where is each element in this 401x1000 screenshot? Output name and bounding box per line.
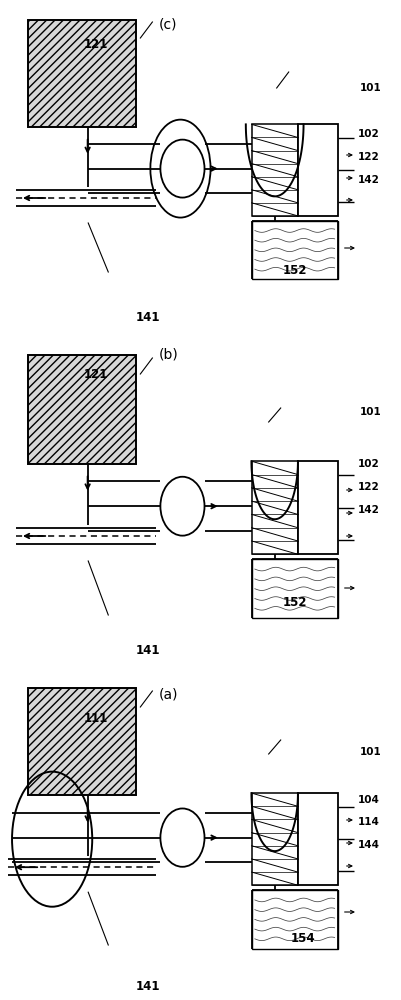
Text: 102: 102 bbox=[358, 129, 380, 139]
Text: 102: 102 bbox=[358, 459, 380, 469]
Text: 152: 152 bbox=[283, 263, 307, 276]
Bar bbox=[252, 793, 298, 885]
Text: 141: 141 bbox=[136, 644, 161, 656]
Text: 121: 121 bbox=[84, 38, 108, 51]
Text: 141: 141 bbox=[136, 980, 161, 992]
Bar bbox=[252, 559, 338, 618]
Text: 122: 122 bbox=[358, 152, 380, 162]
Text: 114: 114 bbox=[358, 817, 380, 827]
Text: 101: 101 bbox=[360, 83, 382, 93]
Bar bbox=[298, 793, 338, 885]
Text: 121: 121 bbox=[84, 368, 108, 381]
Bar bbox=[252, 461, 298, 554]
Bar bbox=[28, 688, 136, 795]
Bar bbox=[28, 20, 136, 127]
Text: 144: 144 bbox=[358, 840, 380, 850]
Text: 141: 141 bbox=[136, 311, 161, 324]
Text: 101: 101 bbox=[360, 747, 382, 757]
Text: 142: 142 bbox=[358, 505, 380, 515]
Text: 104: 104 bbox=[358, 795, 380, 805]
Text: 142: 142 bbox=[358, 175, 380, 185]
Text: 122: 122 bbox=[358, 482, 380, 492]
Bar bbox=[252, 124, 298, 216]
Text: 101: 101 bbox=[360, 407, 382, 417]
Bar bbox=[298, 124, 338, 216]
Text: (a): (a) bbox=[159, 688, 178, 702]
Text: 111: 111 bbox=[84, 712, 108, 724]
Bar bbox=[252, 221, 338, 279]
Text: (c): (c) bbox=[159, 18, 178, 32]
Bar bbox=[252, 890, 338, 949]
Bar bbox=[298, 461, 338, 554]
Bar bbox=[28, 355, 136, 464]
Text: 154: 154 bbox=[291, 932, 315, 944]
Text: (b): (b) bbox=[158, 348, 178, 362]
Text: 152: 152 bbox=[283, 596, 307, 608]
